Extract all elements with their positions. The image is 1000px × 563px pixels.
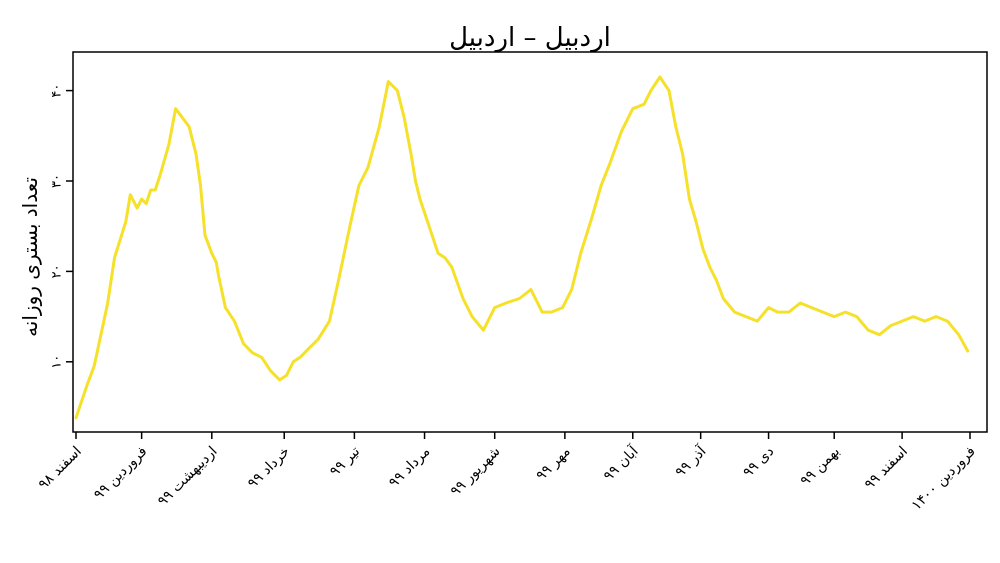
x-tick-label: اردیبهشت ۹۹ xyxy=(155,444,221,510)
x-tick-label: خرداد ۹۹ xyxy=(245,444,293,492)
x-tick-label: مرداد ۹۹ xyxy=(386,444,433,491)
series-line xyxy=(74,75,970,420)
chart-title: اردبیل – اردبیل xyxy=(449,23,611,53)
x-tick-label: اسفند ۹۹ xyxy=(862,444,911,493)
x-tick-label: فروردین ۱۴۰۰ xyxy=(909,444,979,514)
y-axis: ۱۰ ۲۰ ۳۰ ۴۰ xyxy=(50,84,73,369)
x-tick-label: آذر ۹۹ xyxy=(672,442,711,481)
y-tick-label: ۲۰ xyxy=(50,264,65,278)
x-tick-label: مهر ۹۹ xyxy=(533,444,573,484)
x-tick-label: آبان ۹۹ xyxy=(600,442,642,484)
x-tick-label: شهریور ۹۹ xyxy=(447,444,503,500)
x-tick-label: بهمن ۹۹ xyxy=(797,444,843,490)
y-axis-label: تعداد بستری روزانه xyxy=(18,177,42,337)
y-tick-label: ۴۰ xyxy=(50,84,65,98)
x-tick-label: فروردین ۹۹ xyxy=(91,444,151,504)
x-tick-label: اسفند ۹۸ xyxy=(35,444,84,493)
plot-area xyxy=(72,51,988,433)
y-tick-label: ۱۰ xyxy=(50,355,65,369)
y-tick-label: ۳۰ xyxy=(50,174,65,188)
x-tick-label: تیر ۹۹ xyxy=(327,443,363,479)
x-tick-label: دی ۹۹ xyxy=(740,444,777,481)
